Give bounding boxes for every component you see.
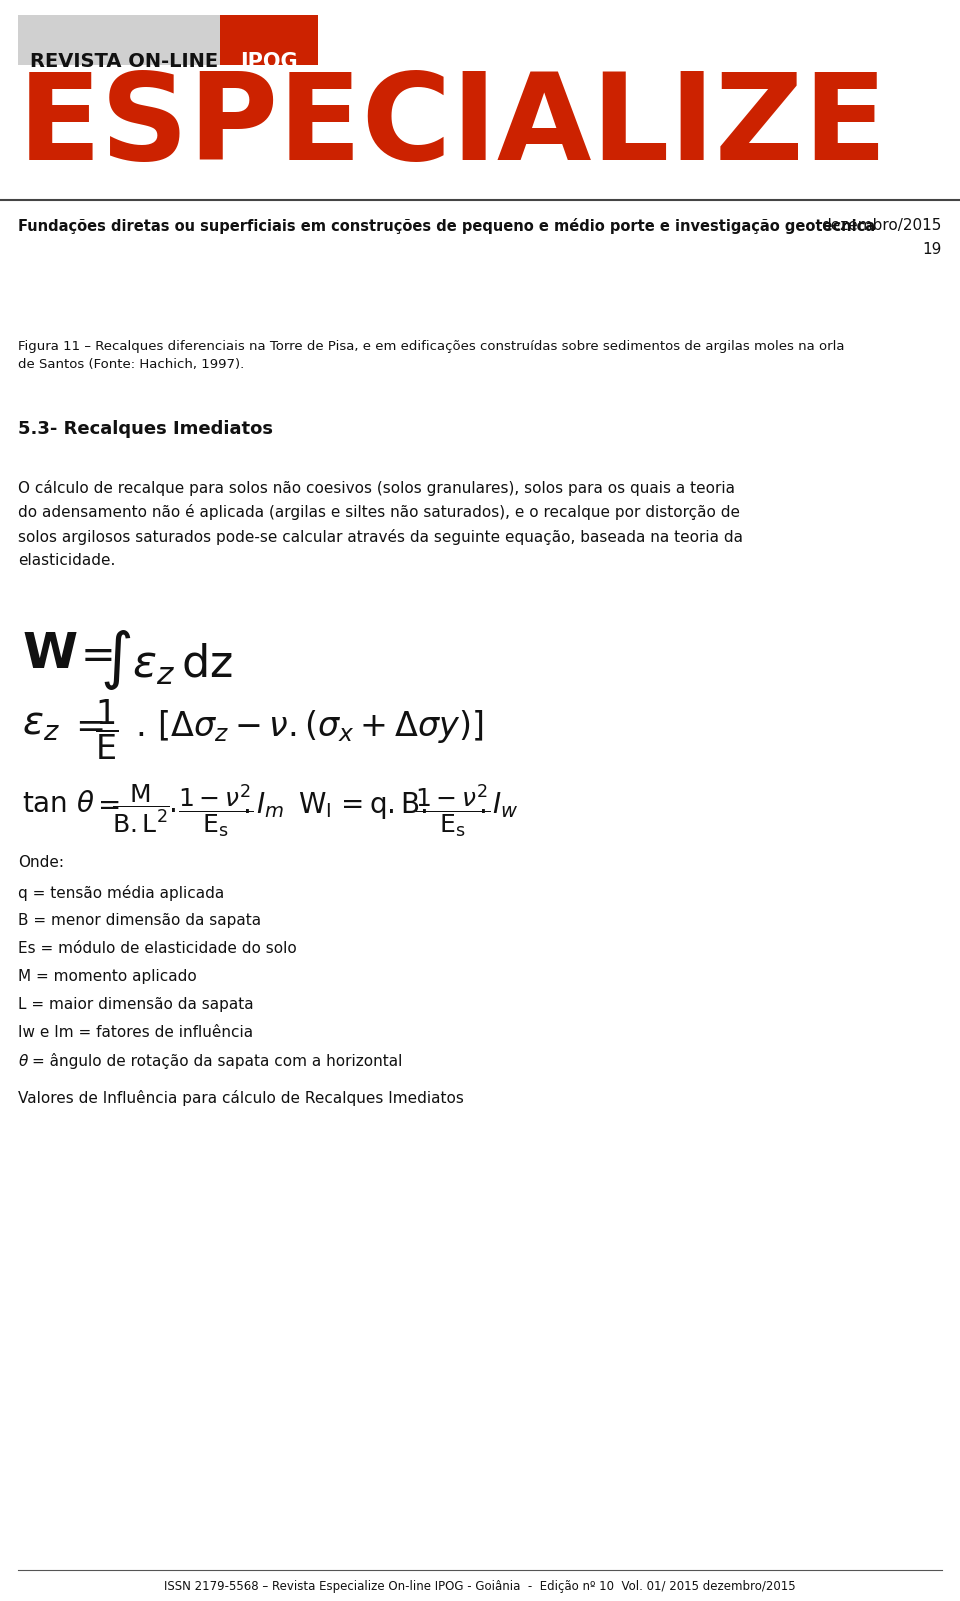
Text: Iw e Im = fatores de influência: Iw e Im = fatores de influência <box>18 1025 253 1041</box>
Text: M = momento aplicado: M = momento aplicado <box>18 969 197 985</box>
Text: 19: 19 <box>923 242 942 258</box>
Text: $.I_{w}$: $.I_{w}$ <box>478 789 518 820</box>
Text: $\mathbf{W}$: $\mathbf{W}$ <box>22 631 78 677</box>
Text: ISSN 2179-5568 – Revista Especialize On-line IPOG - Goiânia  -  Edição nº 10  Vo: ISSN 2179-5568 – Revista Especialize On-… <box>164 1580 796 1593</box>
Bar <box>220 14 318 66</box>
Text: $.$: $.$ <box>168 789 176 818</box>
Text: ESPECIALIZE: ESPECIALIZE <box>18 67 888 186</box>
Text: L = maior dimensão da sapata: L = maior dimensão da sapata <box>18 997 253 1012</box>
Text: Fundações diretas ou superficiais em construções de pequeno e médio porte e inve: Fundações diretas ou superficiais em con… <box>18 218 876 234</box>
Text: $\dfrac{\mathrm{M}}{\mathrm{B.L}^{2}}$: $\dfrac{\mathrm{M}}{\mathrm{B.L}^{2}}$ <box>112 783 170 836</box>
Text: $\int \varepsilon_{z}\,\mathrm{dz}$: $\int \varepsilon_{z}\,\mathrm{dz}$ <box>100 628 233 692</box>
Text: 5.3- Recalques Imediatos: 5.3- Recalques Imediatos <box>18 419 273 439</box>
Text: Onde:: Onde: <box>18 855 64 869</box>
Text: Figura 11 – Recalques diferenciais na Torre de Pisa, e em edificações construída: Figura 11 – Recalques diferenciais na To… <box>18 339 845 371</box>
Bar <box>18 14 318 66</box>
Text: $=$: $=$ <box>72 632 112 676</box>
Text: $\theta$: $\theta$ <box>18 1053 29 1069</box>
Text: $\dfrac{1 - \nu^{2}}{\mathrm{E_{s}}}$: $\dfrac{1 - \nu^{2}}{\mathrm{E_{s}}}$ <box>415 783 491 841</box>
Text: B = menor dimensão da sapata: B = menor dimensão da sapata <box>18 913 261 929</box>
Text: $.\,[\Delta\sigma_{z} - \nu.(\sigma_{x} + \Delta\sigma y)]$: $.\,[\Delta\sigma_{z} - \nu.(\sigma_{x} … <box>135 708 483 744</box>
Text: O cálculo de recalque para solos não coesivos (solos granulares), solos para os : O cálculo de recalque para solos não coe… <box>18 480 743 568</box>
Text: $.I_{m}$: $.I_{m}$ <box>242 789 284 820</box>
Text: = ângulo de rotação da sapata com a horizontal: = ângulo de rotação da sapata com a hori… <box>32 1053 402 1069</box>
Text: Es = módulo de elasticidade do solo: Es = módulo de elasticidade do solo <box>18 941 297 956</box>
Text: $\varepsilon_{z}$: $\varepsilon_{z}$ <box>22 704 60 743</box>
Text: Valores de Influência para cálculo de Recalques Imediatos: Valores de Influência para cálculo de Re… <box>18 1090 464 1106</box>
Text: $\mathrm{W_{I}}$: $\mathrm{W_{I}}$ <box>298 789 331 820</box>
Text: $= \mathrm{q.B.}$: $= \mathrm{q.B.}$ <box>335 789 428 821</box>
Text: IPOG: IPOG <box>240 51 298 72</box>
Text: $\dfrac{1}{\mathrm{E}}$: $\dfrac{1}{\mathrm{E}}$ <box>95 698 118 762</box>
Text: q = tensão média aplicada: q = tensão média aplicada <box>18 885 225 901</box>
Text: REVISTA ON-LINE: REVISTA ON-LINE <box>30 51 218 70</box>
Text: $\dfrac{1 - \nu^{2}}{\mathrm{E_{s}}}$: $\dfrac{1 - \nu^{2}}{\mathrm{E_{s}}}$ <box>178 783 253 841</box>
Text: $=$: $=$ <box>92 789 120 818</box>
Text: $=$: $=$ <box>68 708 104 741</box>
Text: dezembro/2015: dezembro/2015 <box>822 218 942 234</box>
Text: $\tan\,\theta$: $\tan\,\theta$ <box>22 789 95 818</box>
